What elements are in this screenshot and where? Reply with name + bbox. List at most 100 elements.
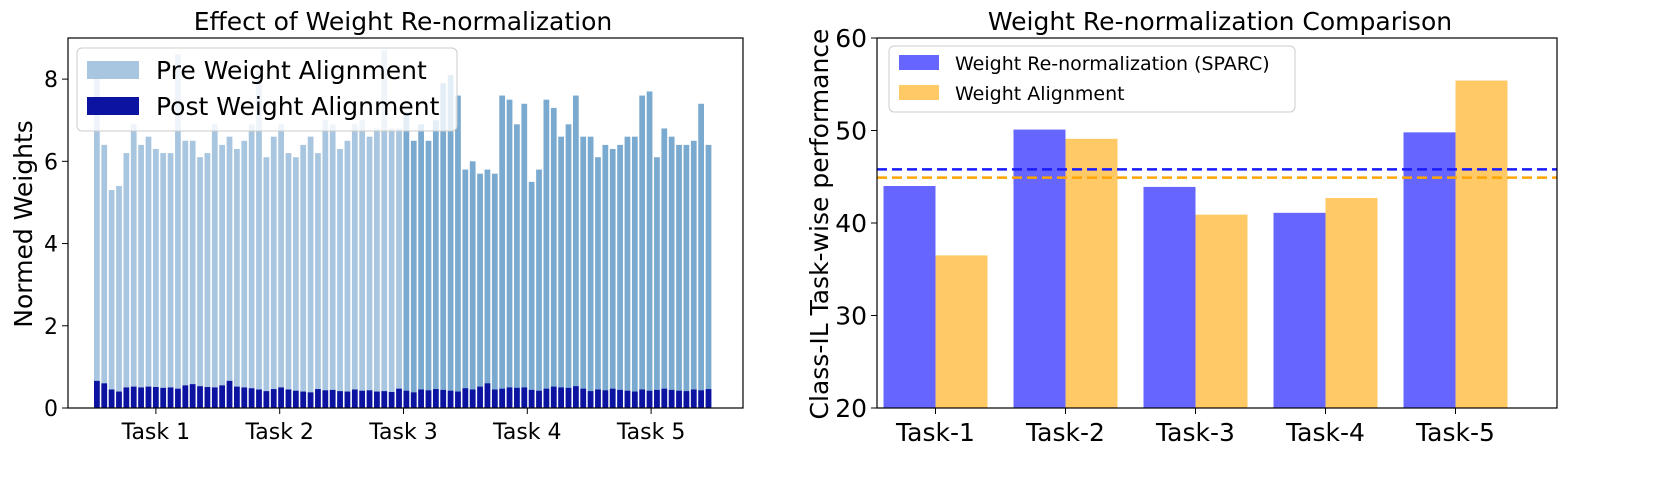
post-bar: [388, 391, 395, 408]
pre-bar: [152, 149, 159, 408]
post-bar: [668, 389, 675, 408]
post-bar: [152, 387, 159, 408]
post-bar: [241, 387, 248, 408]
y-tick-label: 4: [44, 233, 58, 258]
pre-bar: [204, 153, 211, 408]
pre-bar: [241, 140, 248, 408]
post-bar: [432, 389, 439, 408]
pre-bar: [528, 181, 535, 408]
post-bar: [514, 387, 520, 408]
post-bar: [160, 387, 167, 408]
pre-bar: [322, 120, 329, 408]
pre-bar: [108, 190, 115, 408]
pre-bar: [388, 128, 395, 408]
post-bar: [447, 390, 454, 408]
left-x-axis: Task 1 Task 2 Task 3 Task 4 Task 5: [121, 408, 685, 445]
post-bar: [256, 389, 262, 408]
y-tick-label: 60: [835, 24, 867, 53]
pre-bar: [462, 169, 469, 408]
pre-bar: [514, 124, 520, 408]
pre-bar: [683, 144, 690, 408]
pre-bar: [491, 173, 498, 408]
post-bar: [329, 389, 336, 408]
post-bar: [300, 391, 307, 408]
pre-bar: [256, 70, 262, 408]
y-tick-label: 40: [835, 209, 867, 238]
post-bar: [410, 392, 417, 408]
left-pre-bars: [94, 50, 712, 409]
x-tick-label: Task 4: [492, 420, 561, 445]
post-bar: [138, 387, 144, 408]
sparc-bar: [1013, 129, 1066, 408]
legend-swatch-alignment: [899, 85, 939, 100]
left-plot-frame: [67, 37, 744, 409]
pre-bar: [432, 120, 439, 408]
post-bar: [440, 389, 447, 408]
pre-bar: [145, 136, 152, 408]
pre-bar: [344, 140, 351, 408]
pre-bar: [329, 124, 336, 408]
post-bar: [491, 389, 498, 408]
y-tick-label: 50: [835, 117, 867, 146]
pre-bar: [602, 144, 609, 408]
pre-bar: [587, 136, 594, 408]
legend-swatch-post: [87, 97, 139, 115]
pre-bar: [690, 140, 697, 408]
alignment-bar: [1325, 198, 1378, 408]
post-bar: [226, 380, 233, 408]
post-bar: [94, 380, 100, 408]
pre-bar: [572, 95, 579, 409]
right-legend-box: [888, 45, 1296, 113]
pre-bar: [646, 91, 653, 408]
y-tick-label: 20: [835, 394, 867, 423]
pre-bar: [292, 157, 299, 408]
y-tick-label: 0: [44, 397, 58, 422]
pre-bar: [101, 144, 108, 408]
pre-bar: [374, 128, 380, 408]
post-bar: [705, 389, 712, 408]
pre-bar: [676, 144, 682, 408]
post-bar: [528, 389, 535, 408]
right-chart: Weight Re-normalization Comparison Class…: [805, 7, 1558, 447]
pre-bar: [506, 99, 513, 409]
post-bar: [543, 388, 550, 408]
post-bar: [469, 389, 476, 408]
pre-bar: [668, 136, 675, 408]
post-bar: [587, 391, 594, 408]
alignment-bar: [1065, 138, 1118, 408]
pre-bar: [447, 75, 454, 408]
pre-bar: [580, 136, 587, 408]
pre-bar: [469, 161, 476, 408]
pre-bar: [521, 103, 528, 409]
legend-swatch-pre: [87, 61, 139, 79]
post-bar: [189, 384, 196, 408]
pre-bar: [455, 95, 461, 409]
pre-bar: [278, 124, 284, 408]
right-chart-title: Weight Re-normalization Comparison: [988, 7, 1452, 36]
pre-bar: [94, 70, 100, 408]
alignment-bar: [1455, 80, 1508, 409]
right-legend: Weight Re-normalization (SPARC) Weight A…: [888, 45, 1296, 113]
post-bar: [175, 388, 181, 408]
post-bar: [270, 389, 277, 408]
pre-bar: [351, 124, 358, 408]
post-bar: [359, 390, 366, 408]
pre-bar: [219, 144, 226, 408]
x-tick-label: Task 5: [616, 420, 685, 445]
pre-bar: [300, 144, 307, 408]
x-tick-label: Task 2: [244, 420, 313, 445]
left-chart-title: Effect of Weight Re-normalization: [194, 7, 613, 36]
post-bar: [639, 389, 646, 408]
post-bar: [565, 387, 572, 408]
left-legend: Pre Weight Alignment Post Weight Alignme…: [76, 47, 458, 132]
alignment-bar: [935, 255, 988, 408]
pre-bar: [123, 153, 130, 408]
legend-label-alignment: Weight Alignment: [955, 83, 1125, 105]
post-bar: [580, 388, 587, 408]
pre-bar: [425, 140, 432, 408]
post-bar: [558, 387, 564, 408]
pre-bar: [263, 157, 270, 408]
post-bar: [337, 391, 343, 408]
pre-bar: [558, 136, 564, 408]
post-bar: [248, 388, 255, 408]
